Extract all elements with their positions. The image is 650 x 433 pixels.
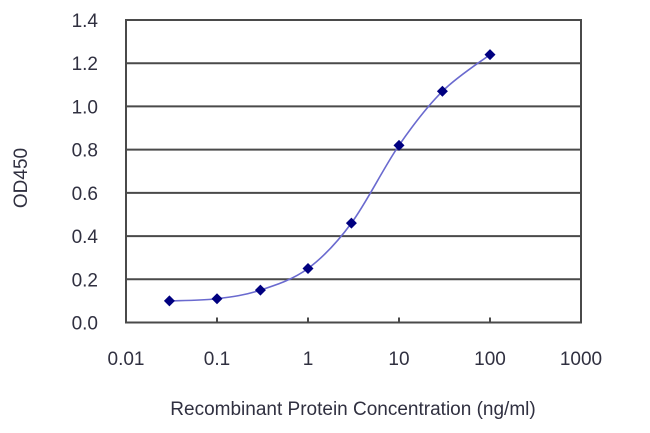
- y-tick-label: 0.2: [72, 270, 98, 291]
- y-tick-label: 1.2: [72, 54, 98, 75]
- x-axis-title: Recombinant Protein Concentration (ng/ml…: [170, 399, 535, 420]
- data-point-marker: [211, 293, 223, 305]
- data-point-marker: [393, 139, 405, 151]
- y-tick-label: 1.4: [72, 11, 99, 32]
- x-axis-ticks: [125, 317, 582, 323]
- data-point-marker: [254, 284, 266, 296]
- data-point-marker: [436, 85, 448, 97]
- data-point-marker: [345, 217, 357, 229]
- y-axis-title: OD450: [11, 148, 32, 208]
- gridlines: [126, 62, 581, 281]
- x-tick-label: 0.01: [108, 349, 145, 370]
- data-point-marker: [484, 49, 496, 61]
- y-tick-label: 0.0: [72, 314, 98, 335]
- plot-frame: [125, 19, 582, 324]
- x-tick-label: 1000: [560, 349, 602, 370]
- data-markers: [163, 49, 496, 307]
- y-tick-label: 0.4: [72, 227, 99, 248]
- y-tick-label: 0.6: [72, 184, 98, 205]
- fit-curve: [169, 53, 491, 302]
- data-point-marker: [302, 262, 314, 274]
- x-tick-label: 10: [388, 349, 409, 370]
- x-tick-label: 100: [474, 349, 506, 370]
- x-axis-tick-labels: 0.01 0.1 1 10 100 1000: [108, 349, 603, 370]
- x-tick-label: 1: [303, 349, 314, 370]
- y-tick-label: 1.0: [72, 97, 98, 118]
- data-point-marker: [163, 295, 175, 307]
- x-tick-label: 0.1: [204, 349, 230, 370]
- y-axis-tick-labels: 0.0 0.2 0.4 0.6 0.8 1.0 1.2 1.4: [72, 11, 99, 335]
- y-tick-label: 0.8: [72, 141, 98, 162]
